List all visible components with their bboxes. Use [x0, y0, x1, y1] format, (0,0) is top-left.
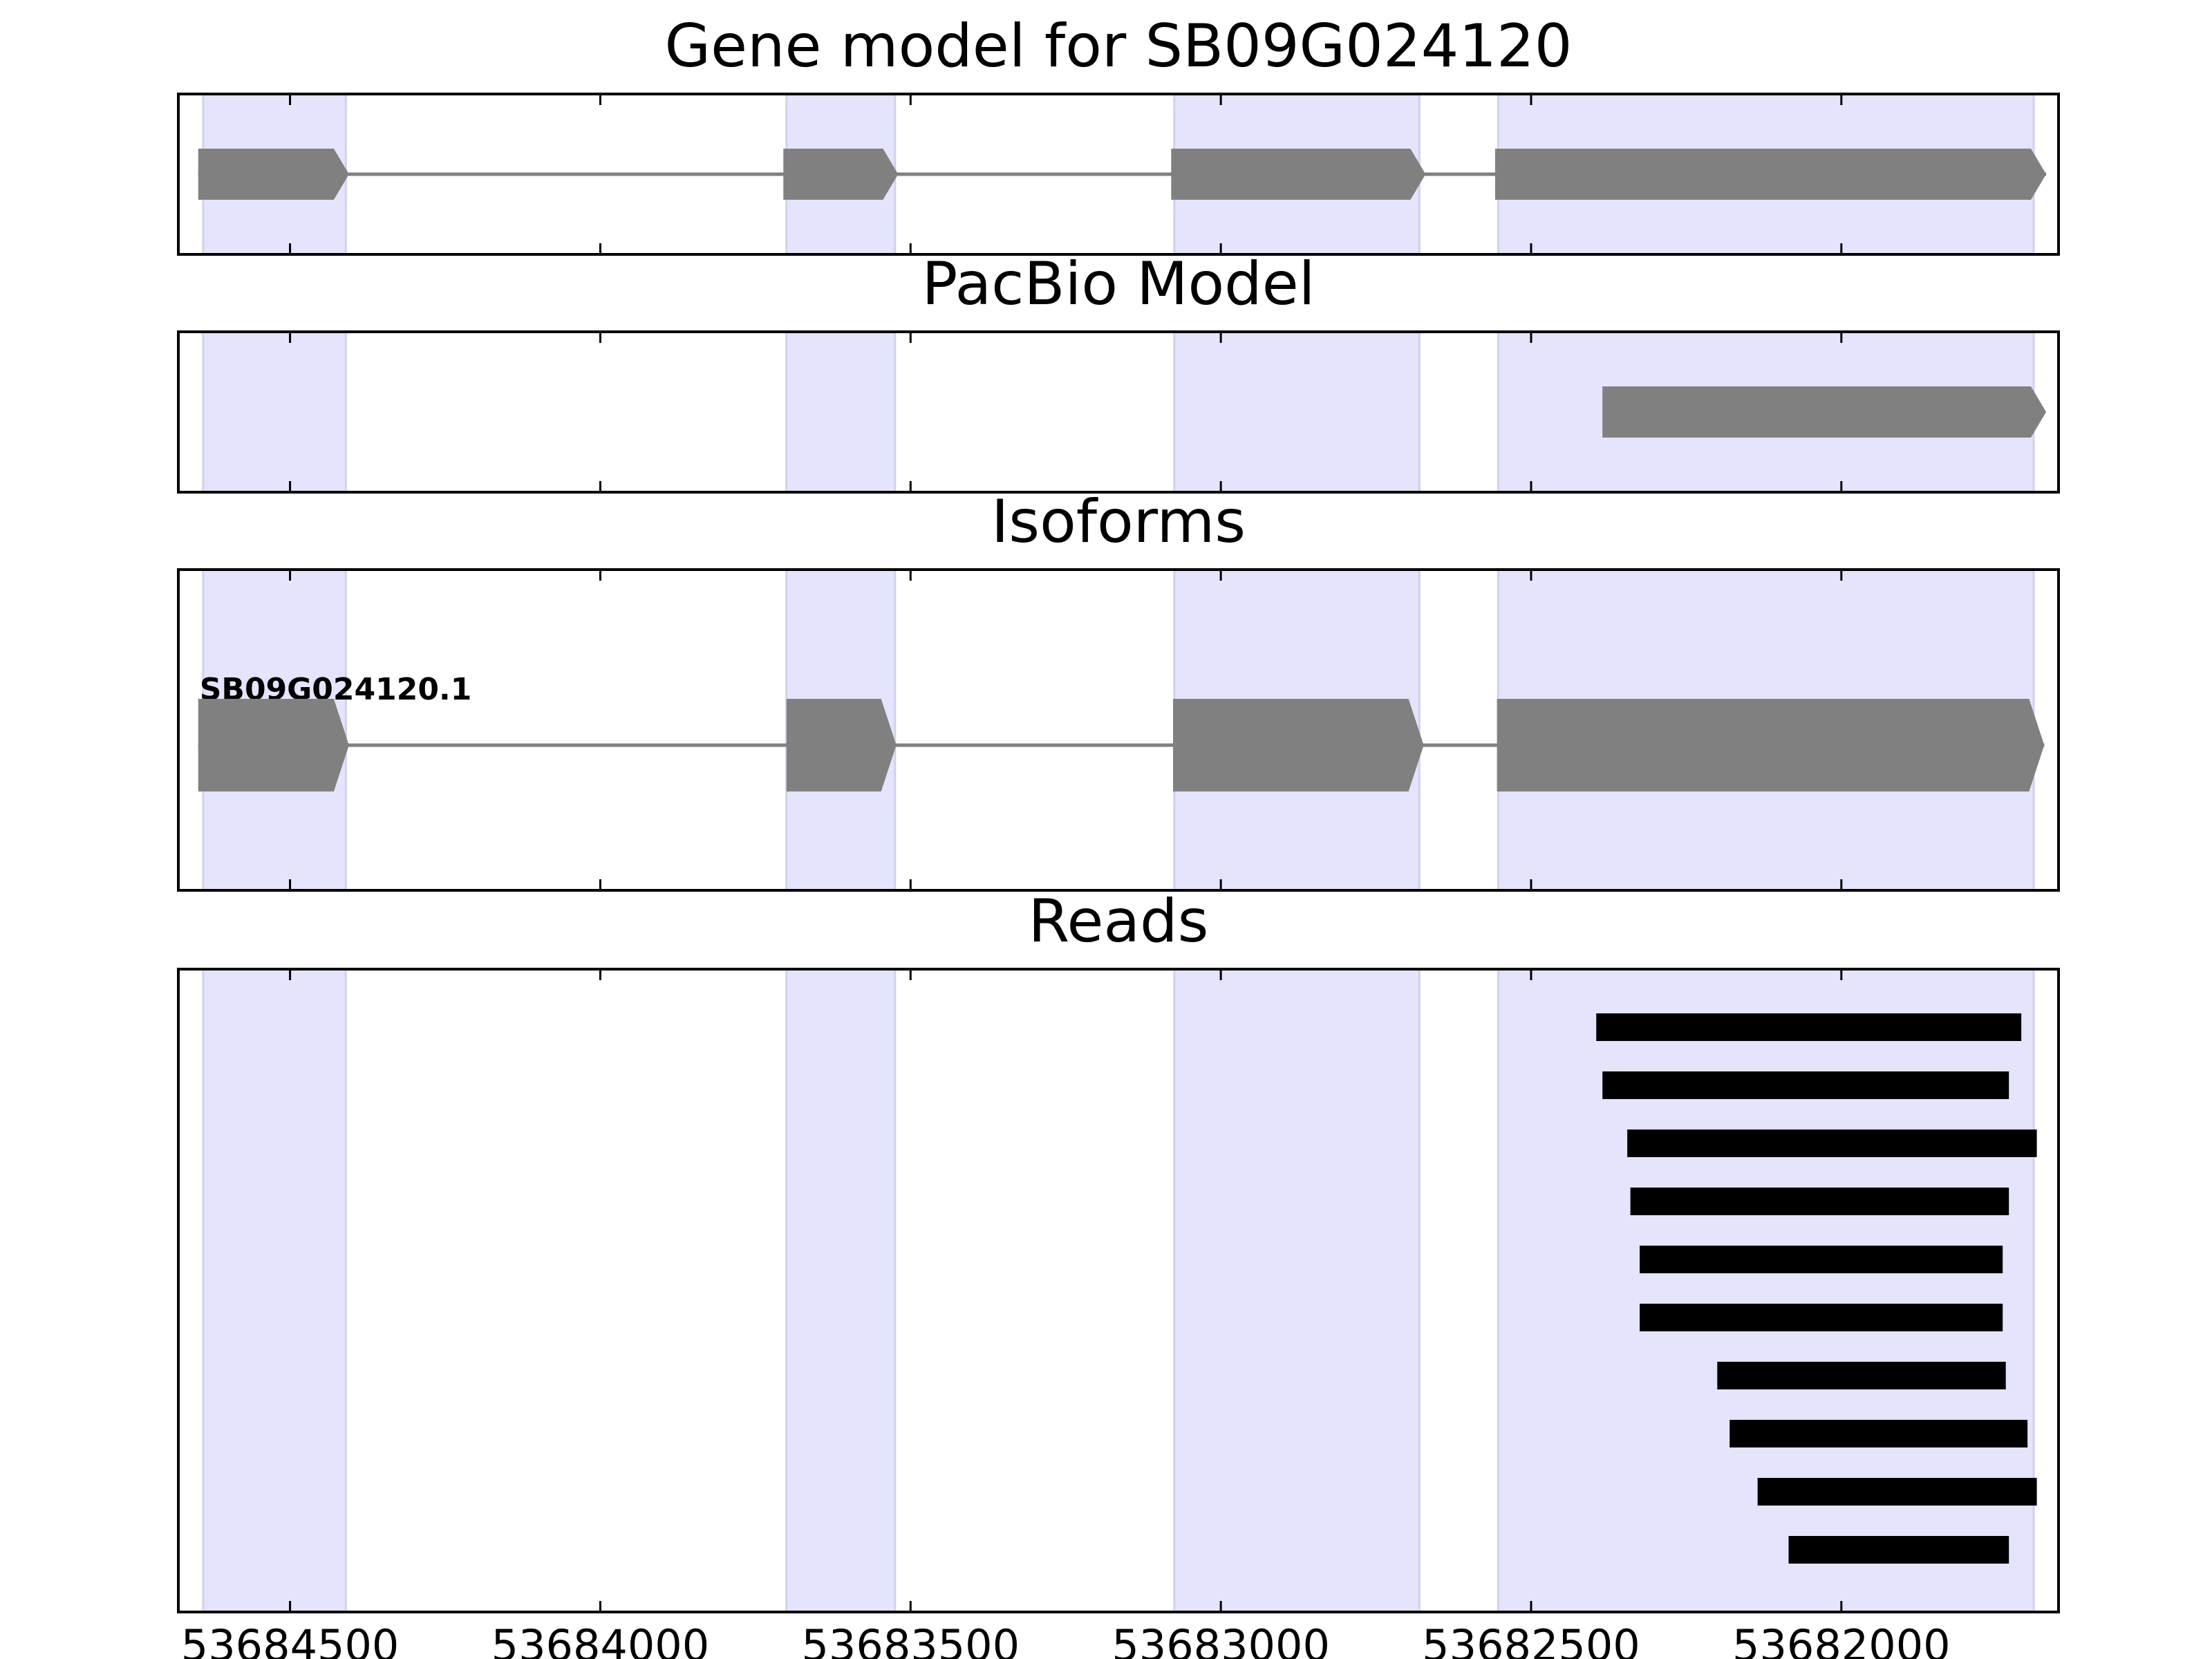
- read-3: [1627, 1130, 2037, 1157]
- x-tick-label: 53683500: [801, 1620, 1020, 1659]
- isoform-1-exon-4: [1497, 699, 2045, 791]
- exon-highlight-2: [785, 968, 897, 1613]
- gene_model-exon-4: [1494, 149, 2047, 200]
- read-6: [1640, 1304, 2003, 1331]
- read-10: [1788, 1536, 2009, 1564]
- panel-frame: [177, 568, 2060, 892]
- panel-frame: [177, 330, 2060, 494]
- read-5: [1640, 1246, 2003, 1273]
- read-1: [1596, 1013, 2022, 1041]
- panel-pacbio: PacBio Model: [177, 250, 2060, 494]
- exon-highlight-3: [1173, 968, 1421, 1613]
- panel-gene_model: Gene model for SB09G024120: [177, 12, 2060, 256]
- isoform-1-exon-1: [198, 699, 349, 791]
- exon-highlight-3: [1173, 330, 1421, 494]
- pacbio-exon-1: [1602, 386, 2047, 438]
- panel-frame: [177, 93, 2060, 256]
- isoform-1-exon-2: [786, 699, 897, 791]
- panel-frame: [177, 968, 2060, 1613]
- read-4: [1630, 1188, 2009, 1215]
- panel-title: Isoforms: [991, 487, 1246, 556]
- exon-highlight-1: [202, 968, 347, 1613]
- x-tick-label: 53683000: [1112, 1620, 1330, 1659]
- isoform-1-exon-3: [1172, 699, 1424, 791]
- panel-title: Gene model for SB09G024120: [665, 12, 1573, 81]
- exon-highlight-1: [202, 330, 347, 494]
- gene_model-exon-2: [783, 149, 899, 200]
- exon-highlight-4: [1497, 968, 2035, 1613]
- exon-highlight-2: [785, 330, 897, 494]
- panel-title: Reads: [1029, 887, 1209, 956]
- x-tick-label: 53682000: [1732, 1620, 1951, 1659]
- read-9: [1757, 1478, 2037, 1506]
- x-tick-label: 53684500: [181, 1620, 400, 1659]
- panel-reads: Reads: [177, 887, 2060, 1613]
- panel-title: PacBio Model: [921, 250, 1315, 319]
- x-tick-label: 53684000: [491, 1620, 710, 1659]
- gene_model-exon-3: [1171, 149, 1426, 200]
- gene_model-exon-1: [198, 149, 349, 200]
- read-2: [1602, 1071, 2009, 1099]
- x-tick-label: 53682500: [1422, 1620, 1640, 1659]
- read-7: [1717, 1362, 2006, 1389]
- read-8: [1730, 1420, 2028, 1447]
